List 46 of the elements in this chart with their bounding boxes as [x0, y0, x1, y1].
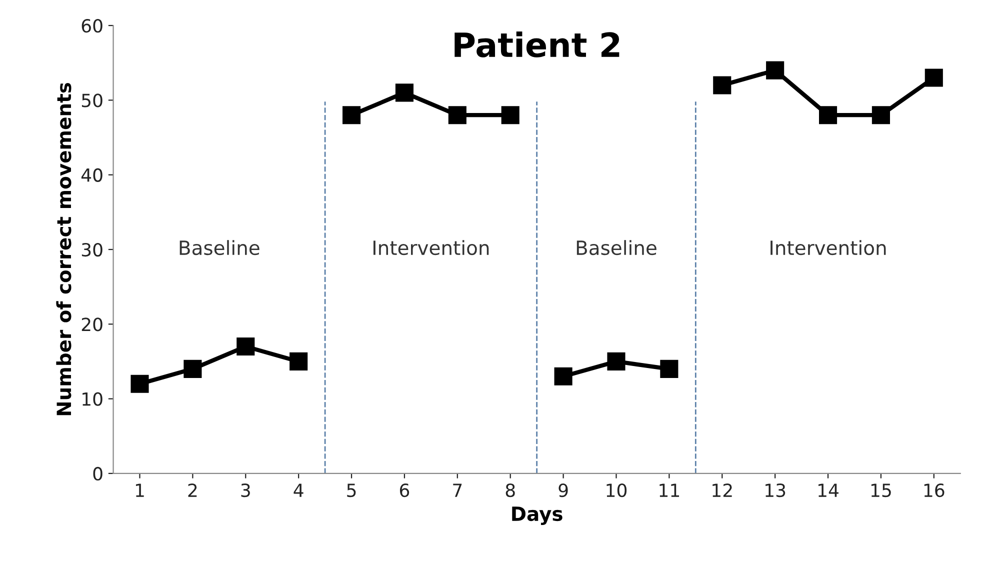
- chart-title: Patient 2: [454, 32, 620, 58]
- y-tick-label: 50: [82, 94, 102, 108]
- point: [395, 84, 414, 102]
- point: [236, 338, 255, 356]
- x-tick-label: 9: [558, 483, 568, 498]
- x-tick-label: 4: [294, 484, 304, 497]
- annotation: Baseline: [180, 240, 260, 256]
- point: [607, 352, 626, 370]
- point: [554, 367, 572, 386]
- y-tick-label: 40: [81, 168, 102, 182]
- point: [924, 68, 943, 87]
- x-tick-label: 1: [136, 484, 144, 497]
- x-tick-label: 15: [871, 484, 891, 498]
- point: [501, 106, 520, 124]
- point: [766, 61, 784, 80]
- x-tick-label: 16: [924, 483, 944, 498]
- y-tick-label: 60: [82, 18, 102, 33]
- x-tick-label: 13: [766, 483, 786, 498]
- x-axis-title: Days: [512, 506, 562, 526]
- point: [818, 106, 838, 124]
- point: [342, 106, 361, 124]
- annotation: Intervention: [770, 240, 886, 256]
- x-tick-label: 2: [188, 483, 197, 497]
- annotation: Intervention: [374, 240, 489, 256]
- x-tick-label: 5: [347, 484, 356, 498]
- x-tick-label: 6: [400, 483, 410, 498]
- x-tick-label: 11: [660, 484, 680, 497]
- x-tick-label: 10: [606, 483, 627, 498]
- x-tick-label: 12: [712, 483, 732, 497]
- y-tick-label: 10: [82, 392, 102, 406]
- x-tick-label: 3: [241, 483, 250, 498]
- point: [660, 360, 678, 378]
- annotation: Baseline: [576, 240, 656, 256]
- point: [290, 352, 308, 370]
- point: [448, 106, 466, 124]
- x-tick-label: 8: [506, 483, 515, 498]
- y-tick-label: 20: [82, 318, 102, 332]
- point: [130, 374, 149, 393]
- y-axis-title: Number of correct movements: [56, 82, 72, 416]
- x-tick-label: 7: [453, 484, 462, 497]
- point: [184, 360, 202, 378]
- point: [872, 106, 890, 124]
- x-tick-label: 14: [818, 484, 838, 497]
- y-tick-label: 0: [93, 466, 102, 481]
- point: [713, 76, 732, 94]
- y-tick-label: 30: [82, 242, 102, 257]
